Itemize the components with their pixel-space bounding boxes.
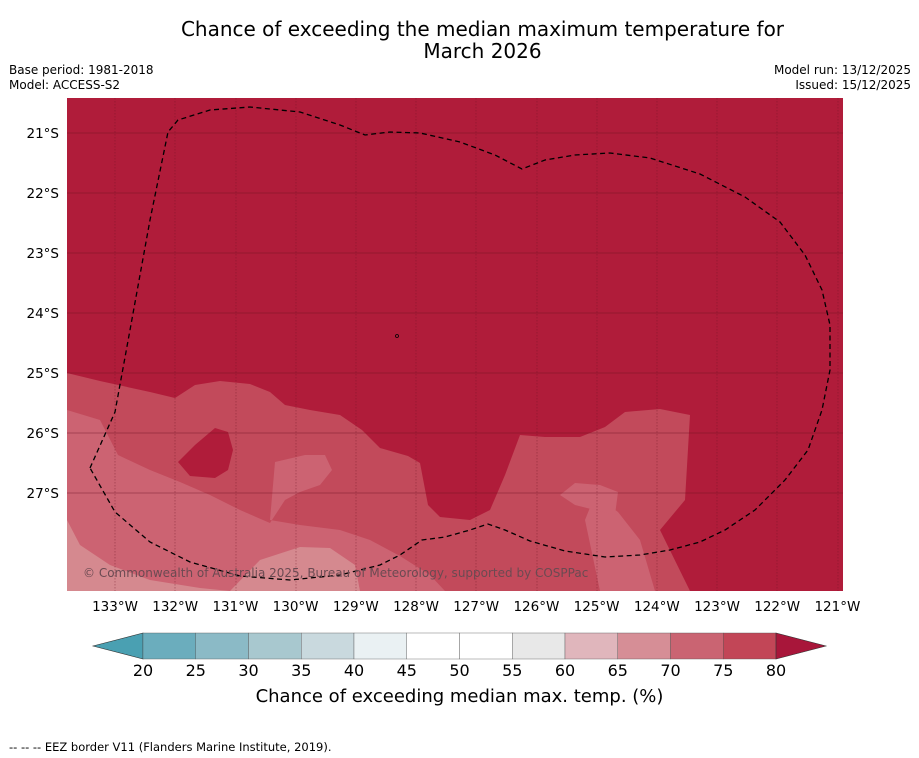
lon-labels: 133°W 132°W 131°W 130°W 129°W 128°W 127°W 126°W… <box>92 599 860 615</box>
lon-tick-label: 125°W <box>574 599 620 615</box>
lon-tick-label: 126°W <box>513 599 559 615</box>
meta-right: Model run: 13/12/2025 Issued: 15/12/2025 <box>774 63 911 93</box>
colorbar-tick-label: 80 <box>766 661 786 680</box>
lon-tick-label: 122°W <box>754 599 800 615</box>
colorbar-tick-label: 25 <box>186 661 206 680</box>
colorbar-tick-label: 45 <box>397 661 417 680</box>
colorbar-swatch <box>617 632 671 660</box>
graticule <box>67 132 843 494</box>
chart-title-line1: Chance of exceeding the median maximum t… <box>180 17 785 41</box>
lon-tick-label: 121°W <box>814 599 860 615</box>
region-70-75-east <box>585 495 655 591</box>
lat-tick-label: 26°S <box>27 426 60 442</box>
lon-tick-label: 127°W <box>453 599 499 615</box>
colorbar-swatch <box>142 632 196 660</box>
colorbar-tick-label: 75 <box>713 661 733 680</box>
lat-tick-label: 27°S <box>27 486 60 502</box>
colorbar-swatch <box>564 632 618 660</box>
colorbar-swatch <box>670 632 724 660</box>
colorbar-swatch <box>353 632 407 660</box>
colorbar-tick-label: 35 <box>291 661 311 680</box>
colorbar-swatch <box>406 632 460 660</box>
colorbar-tick-label: 70 <box>660 661 680 680</box>
lon-tick-label: 123°W <box>694 599 740 615</box>
graticule-lon <box>114 98 839 591</box>
colorbar-tick-label: 60 <box>555 661 575 680</box>
lat-tick-label: 24°S <box>27 306 60 322</box>
colorbar-swatch <box>459 632 513 660</box>
region-70-75 <box>67 410 445 591</box>
lon-tick-label: 132°W <box>152 599 198 615</box>
lat-labels: 21°S 22°S 23°S 24°S 25°S 26°S 27°S <box>27 126 60 502</box>
colorbar-tick-label: 30 <box>238 661 258 680</box>
colorbar-tick-label: 65 <box>608 661 628 680</box>
region-above-80-patch <box>178 428 233 478</box>
lon-tick-label: 133°W <box>92 599 138 615</box>
eez-footnote: -- -- -- EEZ border V11 (Flanders Marine… <box>9 740 332 754</box>
base-period-text: Base period: 1981-2018 <box>9 63 154 77</box>
region-70-75-blob <box>560 483 618 515</box>
colorbar-title: Chance of exceeding median max. temp. (%… <box>255 686 664 707</box>
lon-tick-label: 124°W <box>634 599 680 615</box>
colorbar-swatch <box>301 632 355 660</box>
colorbar-tick-label: 50 <box>449 661 469 680</box>
colorbar-over-arrow <box>775 632 828 660</box>
issued-text: Issued: 15/12/2025 <box>795 78 911 92</box>
lon-tick-label: 129°W <box>333 599 379 615</box>
model-run-text: Model run: 13/12/2025 <box>773 63 911 77</box>
lon-tick-label: 131°W <box>212 599 258 615</box>
region-65-70-south <box>230 547 360 591</box>
colorbar <box>91 632 828 660</box>
chart-title: Chance of exceeding the median maximum t… <box>0 18 919 62</box>
model-text: Model: ACCESS-S2 <box>9 78 121 92</box>
colorbar-tick-label: 40 <box>344 661 364 680</box>
colorbar-ticks: 20 25 30 35 40 45 50 55 60 65 70 75 80 <box>133 661 786 680</box>
island-mark <box>395 334 399 338</box>
colorbar-swatch <box>195 632 249 660</box>
lat-tick-label: 25°S <box>27 366 60 382</box>
map-area: © Commonwealth of Australia 2025, Bureau… <box>67 98 843 591</box>
colorbar-swatch <box>723 632 777 660</box>
colorbar-under-arrow <box>91 632 144 660</box>
lat-tick-label: 22°S <box>27 186 60 202</box>
lon-tick-label: 128°W <box>393 599 439 615</box>
colorbar-tick-label: 55 <box>502 661 522 680</box>
meta-left: Base period: 1981-2018 Model: ACCESS-S2 <box>9 63 154 93</box>
lon-tick-label: 130°W <box>273 599 319 615</box>
lat-tick-label: 21°S <box>27 126 60 142</box>
chart-title-line2: March 2026 <box>423 39 542 63</box>
colorbar-swatch <box>248 632 302 660</box>
lat-tick-label: 23°S <box>27 246 60 262</box>
colorbar-swatch <box>512 632 566 660</box>
region-65-70 <box>67 520 230 591</box>
colorbar-tick-label: 20 <box>133 661 153 680</box>
map-credit: © Commonwealth of Australia 2025, Bureau… <box>83 566 588 580</box>
eez-border <box>89 106 831 581</box>
